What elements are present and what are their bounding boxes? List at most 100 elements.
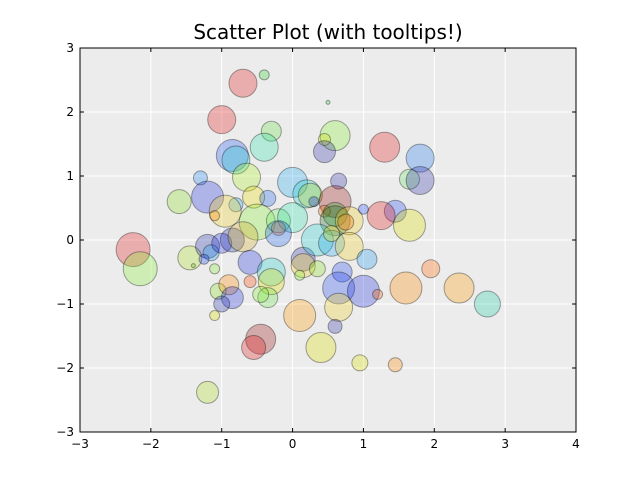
scatter-point[interactable] xyxy=(122,251,158,287)
scatter-point[interactable] xyxy=(259,189,277,207)
scatter-point[interactable] xyxy=(322,271,356,305)
scatter-point[interactable] xyxy=(252,285,270,303)
scatter-point[interactable] xyxy=(219,227,245,253)
scatter-point[interactable] xyxy=(392,208,426,242)
scatter-point[interactable] xyxy=(366,201,396,231)
scatter-point[interactable] xyxy=(337,213,355,231)
scatter-point[interactable] xyxy=(318,229,346,257)
scatter-point[interactable] xyxy=(327,318,343,334)
scatter-point[interactable] xyxy=(330,172,348,190)
scatter-point[interactable] xyxy=(245,323,277,355)
scatter-point[interactable] xyxy=(346,274,380,308)
scatter-point[interactable] xyxy=(319,120,351,152)
scatter-point[interactable] xyxy=(317,204,331,218)
scatter-point[interactable] xyxy=(317,133,331,147)
scatter-point[interactable] xyxy=(283,299,317,333)
scatter-point[interactable] xyxy=(290,253,316,279)
scatter-point[interactable] xyxy=(196,380,220,404)
scatter-point[interactable] xyxy=(331,261,353,283)
scatter-point[interactable] xyxy=(290,246,316,272)
scatter-point[interactable] xyxy=(241,335,267,361)
scatter-point[interactable] xyxy=(319,205,351,237)
scatter-point[interactable] xyxy=(297,182,323,208)
scatter-point[interactable] xyxy=(257,287,279,309)
scatter-point[interactable] xyxy=(372,288,384,300)
scatter-point[interactable] xyxy=(211,232,233,254)
scatter-point[interactable] xyxy=(308,260,326,278)
scatter-point[interactable] xyxy=(270,220,286,236)
scatter-point[interactable] xyxy=(190,263,196,269)
scatter-point[interactable] xyxy=(220,286,244,310)
scatter-point[interactable] xyxy=(443,272,475,304)
scatter-point[interactable] xyxy=(277,166,309,198)
scatter-point[interactable] xyxy=(405,165,435,195)
y-tick-label: 2 xyxy=(66,105,74,119)
scatter-point[interactable] xyxy=(292,179,322,209)
scatter-point[interactable] xyxy=(209,310,221,322)
scatter-point[interactable] xyxy=(398,168,420,190)
y-tick-label: 3 xyxy=(66,41,74,55)
scatter-point[interactable] xyxy=(300,223,334,257)
scatter-point[interactable] xyxy=(192,170,208,186)
scatter-point[interactable] xyxy=(228,197,244,213)
scatter-point[interactable] xyxy=(209,282,227,300)
scatter-point[interactable] xyxy=(209,210,221,222)
scatter-point[interactable] xyxy=(323,225,341,243)
scatter-point[interactable] xyxy=(294,269,306,281)
scatter-point[interactable] xyxy=(357,203,369,215)
scatter-point[interactable] xyxy=(264,220,292,248)
scatter-point[interactable] xyxy=(202,244,220,262)
scatter-point[interactable] xyxy=(312,140,336,164)
scatter-point[interactable] xyxy=(265,208,291,234)
scatter-point[interactable] xyxy=(356,248,378,270)
scatter-point[interactable] xyxy=(421,259,441,279)
scatter-point[interactable] xyxy=(322,201,348,227)
scatter-point[interactable] xyxy=(305,332,337,364)
x-tick-label: 0 xyxy=(289,437,297,451)
scatter-point[interactable] xyxy=(227,221,259,253)
scatter-point[interactable] xyxy=(195,233,221,259)
x-tick-label: 3 xyxy=(501,437,509,451)
scatter-point[interactable] xyxy=(334,231,364,261)
scatter-point[interactable] xyxy=(387,357,403,373)
scatter-point[interactable] xyxy=(405,143,435,173)
scatter-point[interactable] xyxy=(232,162,262,192)
x-tick-label: −1 xyxy=(213,437,231,451)
scatter-point[interactable] xyxy=(191,180,225,214)
scatter-point[interactable] xyxy=(324,292,354,322)
scatter-point[interactable] xyxy=(207,105,237,135)
scatter-point[interactable] xyxy=(383,199,407,223)
scatter-point[interactable] xyxy=(198,253,210,265)
scatter-point[interactable] xyxy=(325,99,331,105)
scatter-point[interactable] xyxy=(209,263,221,275)
scatter-point[interactable] xyxy=(369,131,401,163)
scatter-point[interactable] xyxy=(208,194,242,228)
scatter-point[interactable] xyxy=(318,185,352,219)
scatter-point[interactable] xyxy=(213,295,231,313)
scatter-point[interactable] xyxy=(243,275,257,289)
scatter-point[interactable] xyxy=(308,196,320,208)
scatter-point[interactable] xyxy=(221,145,251,175)
scatter-point[interactable] xyxy=(237,249,263,275)
scatter-point[interactable] xyxy=(218,274,240,296)
scatter-point[interactable] xyxy=(177,245,203,271)
scatter-point[interactable] xyxy=(249,132,279,162)
scatter-point[interactable] xyxy=(228,68,258,98)
scatter-point[interactable] xyxy=(256,257,286,287)
scatter-point[interactable] xyxy=(257,268,285,296)
scatter-point[interactable] xyxy=(238,203,276,241)
scatter-point[interactable] xyxy=(334,206,364,236)
scatter-point[interactable] xyxy=(351,354,369,372)
scatter-point[interactable] xyxy=(260,120,282,142)
scatter-point[interactable] xyxy=(166,189,192,215)
scatter-point[interactable] xyxy=(242,185,266,209)
scatter-point[interactable] xyxy=(277,202,309,234)
scatter-point[interactable] xyxy=(389,271,423,305)
scatter-point[interactable] xyxy=(215,139,249,173)
scatter-point[interactable] xyxy=(473,290,501,318)
scatter-point[interactable] xyxy=(115,232,151,268)
y-tick-label: 1 xyxy=(66,169,74,183)
scatter-point[interactable] xyxy=(258,69,270,81)
